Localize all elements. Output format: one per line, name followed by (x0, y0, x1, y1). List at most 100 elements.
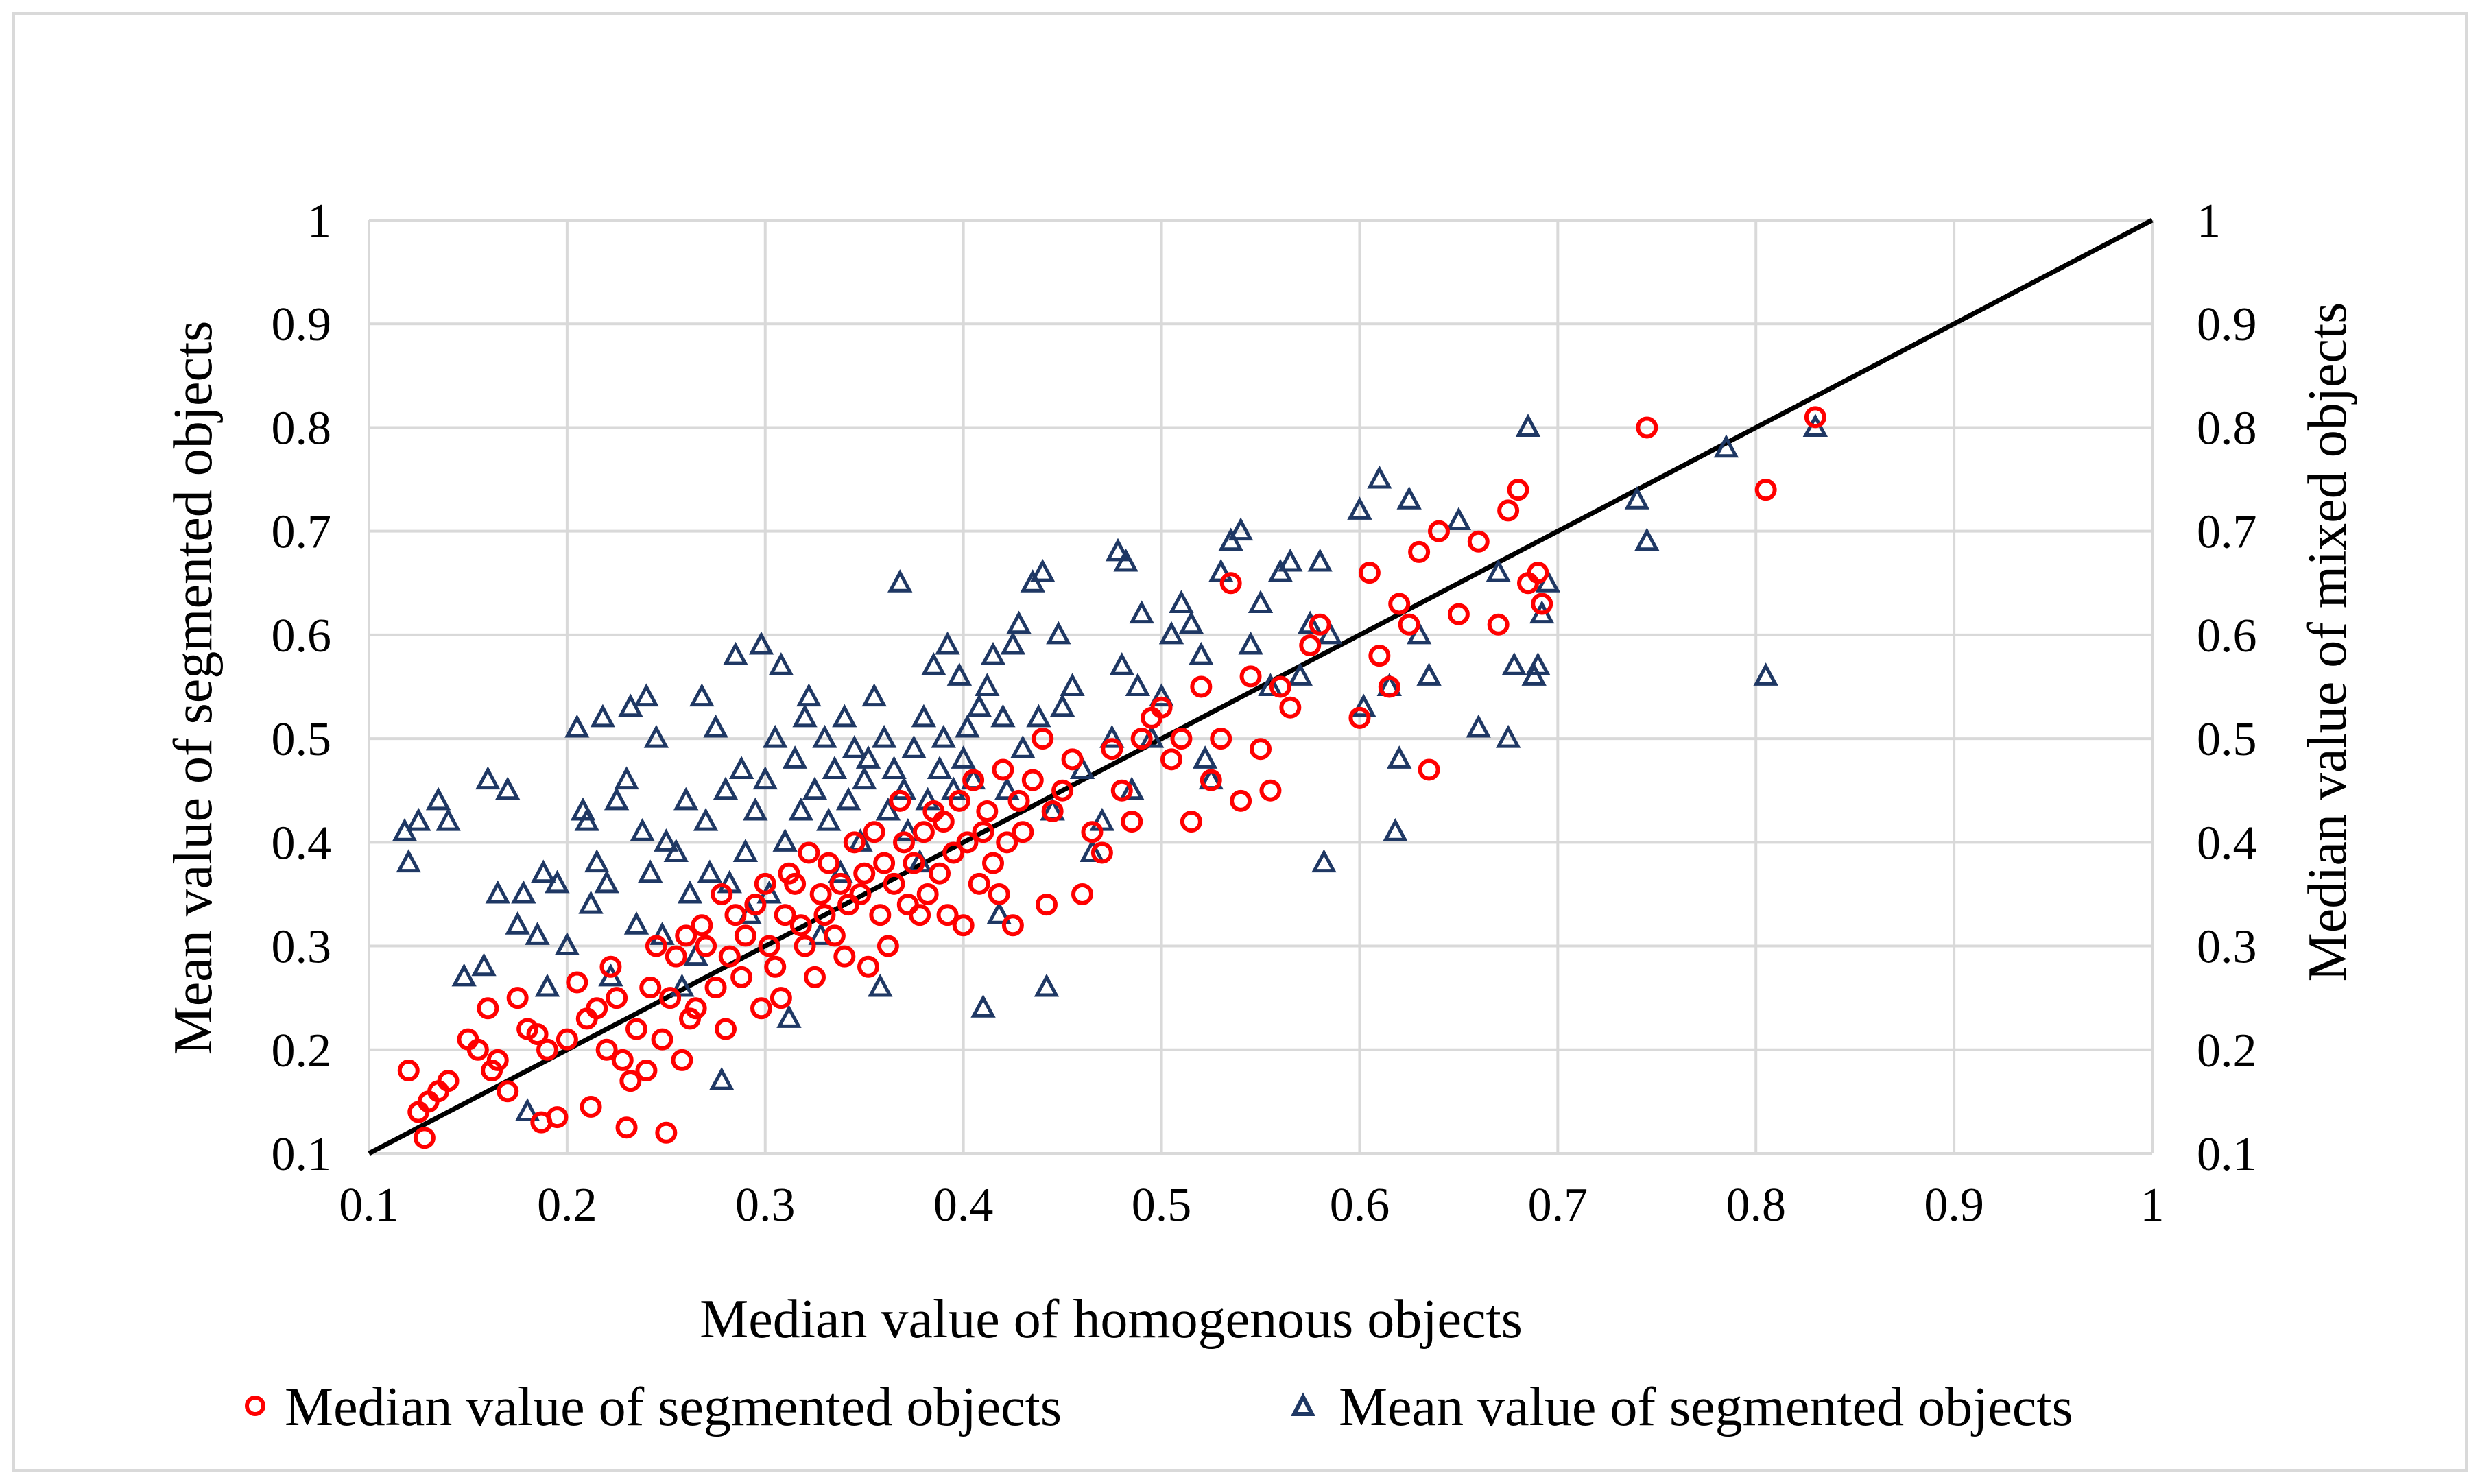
median-point (1527, 562, 1549, 584)
mean-point (1034, 973, 1060, 997)
median-point (506, 987, 529, 1009)
mean-point (1367, 465, 1392, 489)
mean-point (1713, 434, 1739, 458)
mean-point (1046, 621, 1071, 645)
y-tick-label: 0.6 (272, 610, 332, 662)
mean-point (1466, 714, 1491, 738)
mean-point (881, 756, 907, 779)
x-tick-label: 0.8 (1726, 1179, 1786, 1232)
median-point (1250, 738, 1272, 761)
mean-point (887, 569, 913, 593)
mean-point (1515, 414, 1541, 437)
median-point (863, 821, 885, 843)
mean-point (915, 787, 940, 811)
median-point (789, 914, 812, 937)
x-axis-title: Median value of homogenous objects (700, 1289, 1523, 1350)
x-tick-label: 1 (2141, 1179, 2165, 1232)
median-point (734, 924, 756, 947)
median-point (883, 872, 905, 895)
median-point (619, 1070, 642, 1092)
median-point (497, 1080, 519, 1103)
median-point (580, 1095, 602, 1118)
y-tick-label: 0.8 (272, 402, 332, 455)
median-point (843, 831, 866, 854)
median-point (1081, 821, 1104, 843)
median-point (1279, 696, 1302, 719)
median-point (1110, 779, 1133, 802)
mean-point (1624, 486, 1650, 510)
mean-point (525, 922, 550, 945)
median-point (546, 1106, 569, 1129)
mean-point (1169, 590, 1194, 614)
mean-point (732, 839, 759, 862)
median-point (1190, 675, 1213, 698)
legend-triangle-icon (1291, 1392, 1315, 1416)
mean-point (614, 766, 639, 790)
median-point (909, 904, 931, 926)
median-point (1348, 706, 1371, 729)
median-point (857, 955, 879, 978)
median-point (1497, 499, 1520, 522)
median-point (774, 904, 796, 926)
median-point (724, 904, 747, 926)
median-point (1210, 728, 1232, 750)
median-point (635, 1060, 658, 1082)
mean-point (1228, 517, 1254, 541)
mean-point (743, 797, 768, 821)
median-point (1239, 665, 1262, 688)
median-point (1032, 728, 1054, 750)
mean-point (564, 714, 590, 738)
median-point (397, 1060, 420, 1082)
mean-point (842, 734, 867, 758)
median-point (695, 935, 717, 957)
mean-point (514, 1098, 540, 1122)
median-point (764, 955, 787, 978)
mean-point (677, 880, 703, 904)
median-point (1012, 821, 1034, 843)
mean-point (1495, 724, 1521, 748)
median-point (1259, 779, 1282, 802)
mean-point (1387, 745, 1412, 769)
mean-point (1158, 621, 1184, 645)
median-point (744, 894, 767, 916)
median-point (770, 987, 792, 1009)
mean-point (554, 932, 580, 956)
median-point (1447, 603, 1470, 625)
mean-point (728, 756, 754, 779)
y-tick-label: 0.7 (272, 506, 332, 559)
median-point (665, 945, 687, 968)
median-point (1309, 613, 1331, 636)
median-point (1041, 800, 1064, 822)
mean-point (1010, 734, 1036, 758)
y2-tick-label: 0.9 (2197, 298, 2257, 351)
mean-point (1026, 704, 1051, 728)
median-point (1230, 789, 1252, 812)
mean-point (1446, 507, 1472, 531)
median-point (675, 924, 698, 947)
mean-point (643, 724, 669, 748)
median-point (526, 1023, 549, 1046)
mean-point (788, 797, 813, 821)
median-point (992, 758, 1014, 781)
mean-point (816, 807, 842, 831)
mean-point (955, 714, 980, 738)
gridlines (368, 219, 2154, 1155)
median-point (684, 997, 707, 1020)
x-tick-label: 0.6 (1330, 1179, 1390, 1232)
median-point (996, 831, 1018, 854)
mean-point (802, 776, 828, 800)
mean-point (654, 828, 679, 852)
mean-point (927, 756, 953, 779)
mean-point (1501, 651, 1527, 675)
mean-point (495, 776, 521, 800)
mean-point (1634, 527, 1660, 551)
median-point (556, 1028, 578, 1051)
mean-point (868, 973, 893, 997)
median-point (877, 935, 899, 957)
mean-point (822, 756, 848, 779)
mean-point (1396, 486, 1422, 510)
median-point (1388, 593, 1411, 615)
mean-point (1113, 548, 1138, 572)
